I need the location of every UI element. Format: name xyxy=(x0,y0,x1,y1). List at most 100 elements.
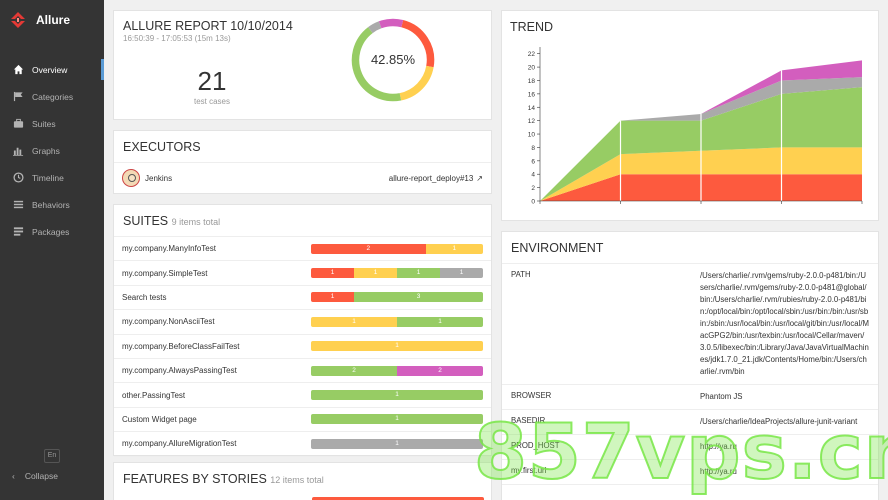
suite-name: other.PassingTest xyxy=(122,390,186,400)
sidebar-item-overview[interactable]: Overview xyxy=(0,56,104,83)
environment-key: PATH xyxy=(511,270,531,279)
suite-row[interactable]: my.company.NonAsciiTest 1 1 xyxy=(114,310,491,335)
status-segment[interactable]: 1 xyxy=(397,316,483,327)
environment-widget: ENVIRONMENT PATH/Users/charlie/.rvm/gems… xyxy=(501,231,879,500)
status-segment[interactable]: 1 xyxy=(440,268,483,279)
sidebar-item-packages[interactable]: Packages xyxy=(0,218,104,245)
executor-name[interactable]: Jenkins xyxy=(145,173,173,183)
suite-name: Search tests xyxy=(122,292,167,302)
suite-status-bar[interactable]: 1 xyxy=(311,341,483,352)
suite-name: Custom Widget page xyxy=(122,414,197,424)
environment-row: my.first.url http://ya.ru xyxy=(502,460,878,485)
list-icon xyxy=(12,199,24,211)
status-segment[interactable]: 1 xyxy=(311,268,354,279)
suite-row[interactable]: other.PassingTest 1 xyxy=(114,383,491,408)
suite-row[interactable]: my.company.ManyInfoTest 2 1 xyxy=(114,237,491,262)
suite-row[interactable]: my.company.BeforeClassFailTest 1 xyxy=(114,335,491,359)
trend-area-unknown[interactable] xyxy=(540,60,862,202)
donut-segment-unknown[interactable] xyxy=(378,18,404,29)
status-segment[interactable]: 1 xyxy=(354,268,397,279)
status-segment[interactable]: 1 xyxy=(311,316,397,327)
y-tick-label: 14 xyxy=(528,105,536,112)
suite-status-bar[interactable]: 1 xyxy=(311,390,483,401)
donut-segment-skipped[interactable] xyxy=(368,21,382,34)
status-segment[interactable]: 2 xyxy=(311,365,397,376)
sidebar-item-label: Packages xyxy=(32,226,70,237)
environment-row: BROWSER Phantom JS xyxy=(502,385,878,410)
jenkins-avatar-icon xyxy=(122,169,140,187)
suite-name: my.company.AlwaysPassingTest xyxy=(122,366,237,376)
status-segment[interactable]: 2 xyxy=(397,365,483,376)
suite-name: my.company.SimpleTest xyxy=(122,268,208,278)
donut-segment-broken[interactable] xyxy=(399,65,434,101)
allure-logo-icon xyxy=(11,12,25,28)
collapse-button[interactable]: ‹ Collapse xyxy=(12,471,58,481)
sidebar-item-label: Categories xyxy=(32,91,74,102)
sidebar-item-categories[interactable]: Categories xyxy=(0,83,104,110)
suite-row[interactable]: Search tests 1 3 xyxy=(114,286,491,311)
suite-row[interactable]: my.company.AlwaysPassingTest 2 2 xyxy=(114,359,491,384)
status-segment[interactable]: 1 xyxy=(311,292,354,303)
suite-status-bar[interactable]: 1 xyxy=(311,438,483,449)
status-segment[interactable]: 1 xyxy=(311,341,483,352)
suite-row[interactable]: my.company.AllureMigrationTest 1 xyxy=(114,432,491,457)
sidebar-item-suites[interactable]: Suites xyxy=(0,110,104,137)
sidebar-item-label: Behaviors xyxy=(32,199,70,210)
status-segment[interactable]: 1 xyxy=(311,390,483,401)
suite-status-bar[interactable]: 1 xyxy=(311,414,483,425)
trend-area-skipped[interactable] xyxy=(540,77,862,201)
y-tick-label: 4 xyxy=(531,172,535,179)
donut-segment-failed[interactable] xyxy=(401,20,435,68)
y-tick-label: 16 xyxy=(528,91,536,98)
executors-title: EXECUTORS xyxy=(114,131,491,163)
home-icon xyxy=(12,64,24,76)
y-tick-label: 8 xyxy=(531,145,535,152)
trend-chart[interactable]: 0 2 4 6 8 10 12 14 16 18 20 22 xyxy=(502,41,880,211)
status-segment[interactable]: 3 xyxy=(354,292,483,303)
status-segment[interactable]: 1 xyxy=(425,243,483,254)
suite-row[interactable]: Custom Widget page 1 xyxy=(114,408,491,433)
environment-value: /Users/charlie/IdeaProjects/allure-junit… xyxy=(700,417,858,426)
test-case-count-label: test cases xyxy=(193,97,230,106)
sidebar-item-label: Graphs xyxy=(32,145,60,156)
executors-widget: EXECUTORS Jenkins allure-report_deploy#1… xyxy=(113,130,492,194)
status-segment[interactable]: 1 xyxy=(397,268,440,279)
app-logo[interactable]: Allure xyxy=(0,0,104,40)
environment-key: BROWSER xyxy=(511,391,552,400)
environment-row: BASEDIR/Users/charlie/IdeaProjects/allur… xyxy=(502,410,878,435)
suite-row[interactable]: my.company.SimpleTest 1 1 1 1 xyxy=(114,261,491,286)
sidebar: Allure Overview Categories Suites Graphs Tim… xyxy=(0,0,104,500)
flag-icon xyxy=(12,91,24,103)
status-segment[interactable]: 2 xyxy=(311,243,426,254)
report-time-range: 16:50:39 - 17:05:53 (15m 13s) xyxy=(123,34,231,43)
language-switch[interactable]: En xyxy=(44,449,60,463)
sidebar-item-behaviors[interactable]: Behaviors xyxy=(0,191,104,218)
status-segment[interactable]: 1 xyxy=(311,414,483,425)
environment-value: http://ya.ru xyxy=(700,442,737,451)
features-heading: FEATURES BY STORIES xyxy=(123,472,267,486)
external-link-icon[interactable]: ↗ xyxy=(476,173,483,183)
sidebar-item-label: Suites xyxy=(32,118,56,129)
app-name: Allure xyxy=(36,13,71,27)
sidebar-item-timeline[interactable]: Timeline xyxy=(0,164,104,191)
test-case-count: 21 xyxy=(197,66,227,96)
suite-name: my.company.AllureMigrationTest xyxy=(122,439,237,449)
donut-segment-passed[interactable] xyxy=(351,27,402,102)
collapse-label: Collapse xyxy=(24,471,58,481)
status-donut-chart[interactable] xyxy=(350,17,436,103)
environment-row: PROD_HOST http://ya.ru xyxy=(502,435,878,460)
sidebar-item-label: Timeline xyxy=(32,172,64,183)
features-widget: FEATURES BY STORIES 12 items total xyxy=(113,462,492,500)
executor-build-link[interactable]: allure-report_deploy#13 xyxy=(388,173,474,183)
y-tick-label: 2 xyxy=(531,185,535,192)
briefcase-icon xyxy=(12,118,24,130)
sidebar-item-graphs[interactable]: Graphs xyxy=(0,137,104,164)
status-segment[interactable]: 1 xyxy=(311,438,483,449)
suite-name: my.company.ManyInfoTest xyxy=(122,244,216,254)
features-bar[interactable] xyxy=(312,497,484,500)
